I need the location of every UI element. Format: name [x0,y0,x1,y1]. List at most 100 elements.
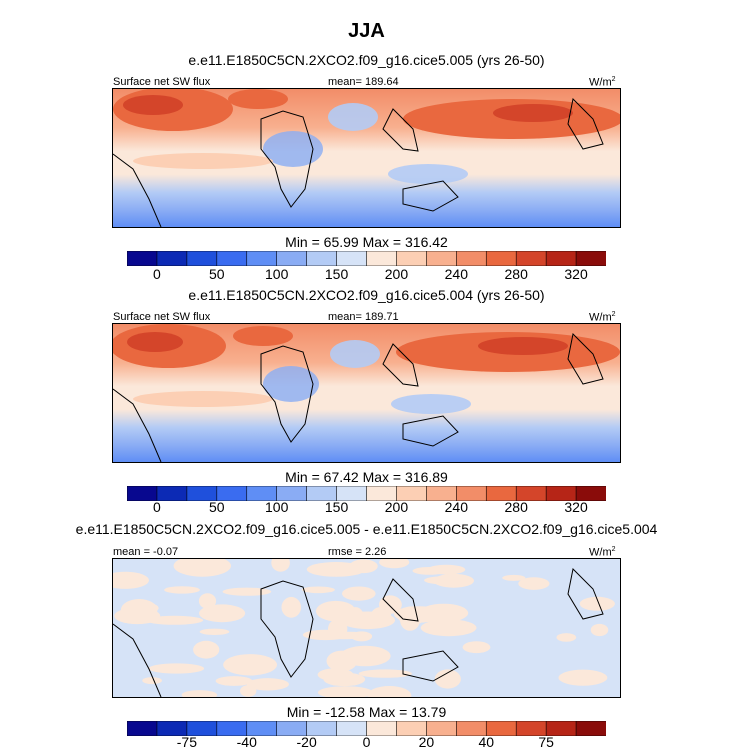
panel2-case-title: e.e11.E1850C5CN.2XCO2.f09_g16.cice5.004 … [188,287,545,303]
colorbar-tick-label: 50 [209,499,225,515]
diff-anomaly-patch [173,559,231,577]
colorbar-tick-label: 40 [478,734,495,750]
colorbar-tick-label: 280 [504,266,528,282]
diff-anomaly-patch [347,607,364,626]
panel2-map [112,323,621,463]
panel1-units-label: W/m2 [589,76,616,89]
colorbar-cell [575,251,606,266]
diff-anomaly-patch [427,564,466,575]
diff-anomaly-patch [198,593,217,609]
colorbar-cell [575,486,606,501]
colorbar-cell [336,251,368,266]
colorbar-tick-label: 200 [384,499,409,515]
panel1-mean-label: mean= 189.64 [328,76,399,88]
diff-anomaly-patch [246,678,289,691]
panel1-map-field [113,89,620,227]
colorbar-cell [426,251,458,266]
diff-anomaly-patch [351,631,373,642]
diff-anomaly-patch [222,587,272,596]
colorbar-cell [515,251,547,266]
diff-anomaly-patch [434,669,461,689]
diff-anomaly-patch [556,633,577,642]
diff-anomaly-patch [317,668,354,682]
panel3-mean-label: mean = -0.07 [113,546,179,558]
diff-anomaly-patch [164,586,200,594]
panel2-colorbar [127,486,606,501]
diff-anomaly-patch [317,686,373,697]
colorbar-cell [545,251,577,266]
diff-anomaly-patch [379,595,402,614]
diff-anomaly-patch [315,600,356,622]
panel1-colorbar [127,251,606,266]
colorbar-cell [306,251,338,266]
colorbar-tick-label: 0 [362,734,371,750]
diff-anomaly-patch [462,641,491,654]
diff-anomaly-patch [358,669,412,678]
diff-anomaly-patch [281,596,302,618]
colorbar-tick-label: 100 [265,499,289,515]
colorbar-tick-label: 75 [538,734,554,750]
diff-anomaly-patch [240,685,257,697]
colorbar-tick-label: 100 [265,266,289,282]
colorbar-tick-label: 320 [564,266,588,282]
panel2-minmax: Min = 67.42 Max = 316.89 [285,469,448,485]
diff-anomaly-patch [271,559,290,572]
colorbar-cell [127,251,158,266]
colorbar-tick-label: -40 [236,734,257,750]
colorbar-tick-label: 240 [444,266,468,282]
colorbar-cell [156,251,188,266]
diff-anomaly-patch [518,577,550,590]
colorbar-tick-label: -75 [176,734,197,750]
diff-anomaly-patch [328,618,348,639]
panel3-map-field [113,559,620,697]
panel2-left-label: Surface net SW flux [113,311,211,323]
diff-anomaly-patch [199,628,230,635]
panel3-minmax: Min = -12.58 Max = 13.79 [286,704,447,720]
colorbar-tick-label: 0 [153,499,161,515]
colorbar-tick-label: 50 [209,266,225,282]
panel3-units-label: W/m2 [589,546,616,559]
colorbar-tick-label: 240 [444,499,468,515]
diff-anomaly-patch [215,676,253,686]
colorbar-tick-label: 320 [564,499,588,515]
panel2-colorbar-ticks: 0 50 100 150 200 240 280 320 [127,499,606,517]
panel3-rmse-label: rmse = 2.26 [328,546,387,558]
diff-anomaly-patch [148,663,205,674]
diff-anomaly-patch [145,615,204,625]
panel2-units-label: W/m2 [589,311,616,324]
panel3-case-title: e.e11.E1850C5CN.2XCO2.f09_g16.cice5.005 … [75,521,658,537]
diff-anomaly-patch [181,690,218,697]
diff-anomaly-patch [326,650,358,672]
colorbar-tick-label: 20 [418,734,435,750]
colorbar-cell [276,251,308,266]
colorbar-cell [246,251,278,266]
diff-anomaly-patch [433,573,475,588]
diff-anomaly-patch [142,677,162,685]
panel1-colorbar-ticks: 0 50 100 150 200 240 280 320 [127,266,606,284]
colorbar-cell [216,251,248,266]
panel1-minmax: Min = 65.99 Max = 316.42 [285,234,448,250]
diff-anomaly-patch [199,604,246,623]
panel2-map-field [113,324,620,462]
page-title: JJA [348,20,385,42]
diff-anomaly-patch [397,606,427,625]
colorbar-tick-label: 0 [153,266,161,282]
diff-anomaly-patch [193,640,220,659]
panel3-colorbar [127,721,606,736]
colorbar-tick-label: 150 [324,266,349,282]
diff-anomaly-patch [379,559,410,569]
diff-anomaly-patch [502,574,526,581]
diff-anomaly-patch [367,686,412,697]
panel2-mean-label: mean= 189.71 [328,311,399,323]
panel3-map [112,558,621,698]
diff-anomaly-patch [579,596,615,611]
colorbar-tick-label: 150 [324,499,349,515]
diff-anomaly-patch [558,669,608,686]
diff-anomaly-patch [223,654,277,676]
panel1-case-title: e.e11.E1850C5CN.2XCO2.f09_g16.cice5.005 … [188,52,545,68]
diff-anomaly-patch [349,559,378,574]
colorbar-cell [366,251,398,266]
diff-anomaly-patch [301,586,335,594]
diff-anomaly-patch [590,623,609,637]
colorbar-cell [575,721,606,736]
